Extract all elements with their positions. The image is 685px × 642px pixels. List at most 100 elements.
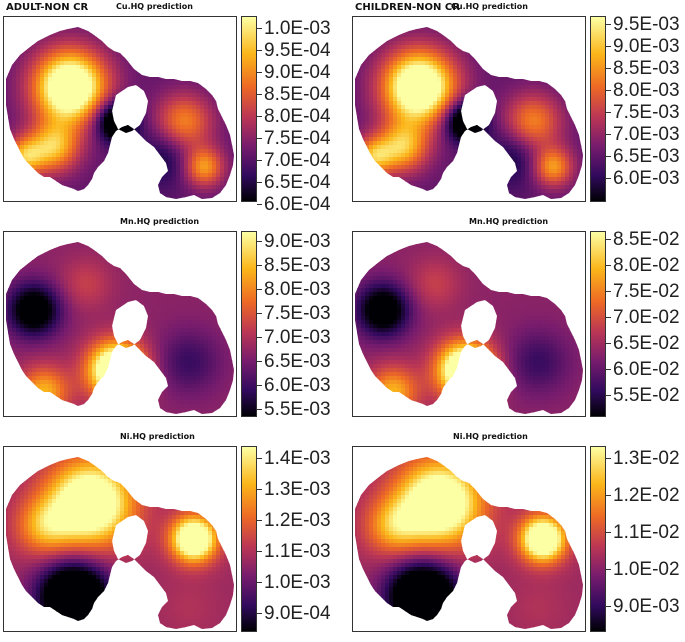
colorbar-tick-label: 6.5E-03 [264,351,331,372]
panel-cu-children: CHILDREN-NON CR Cu.HQ prediction 9.5E-03… [349,0,685,212]
group-label-children: CHILDREN-NON CR [355,2,460,13]
colorbar-tick-label: 7.5E-04 [264,128,331,149]
colorbar-tick-mark [606,369,611,370]
panel-title: Cu.HQ prediction [451,2,528,11]
colorbar-tick-mark [257,385,262,386]
colorbar-tick-label: 1.2E-02 [613,485,680,506]
colorbar-tick-mark [257,204,262,205]
colorbar-tick-mark [606,90,611,91]
colorbar-tick-mark [606,178,611,179]
colorbar-tick-label: 6.5E-03 [613,146,680,167]
colorbar-tick-label: 9.5E-03 [613,14,680,35]
colorbar-tick-label: 9.0E-04 [264,62,331,83]
panel-title: Mn.HQ prediction [120,217,200,226]
colorbar-tick-mark [257,116,262,117]
colorbar-tick-mark [257,265,262,266]
heatmap [355,27,583,199]
colorbar-tick-label: 1.2E-03 [264,510,331,531]
colorbar-tick-mark [257,361,262,362]
panel-mn-children: Mn.HQ prediction 8.5E-02 8.0E-02 7.5E-02 7.… [349,215,685,427]
colorbar [241,16,257,202]
colorbar-tick-label: 8.5E-03 [613,58,680,79]
panel-title: Ni.HQ prediction [120,432,195,441]
colorbar-tick-mark [257,313,262,314]
colorbar [590,16,606,202]
colorbar-tick-mark [257,94,262,95]
colorbar-tick-label: 9.0E-03 [264,231,331,252]
colorbar-tick-mark [606,495,611,496]
colorbar-tick-label: 7.0E-02 [613,307,680,328]
heatmap-cells [6,27,234,199]
colorbar-tick-label: 8.0E-03 [264,279,331,300]
panel-ni-children: Ni.HQ prediction 1.3E-02 1.2E-02 1.1E-02 1.… [349,430,685,642]
map-area [352,446,586,632]
panel-title: Cu.HQ prediction [116,2,193,11]
colorbar-tick-label: 1.3E-03 [264,479,331,500]
heatmap-cells [355,27,583,199]
map-area [352,231,586,417]
colorbar-tick-mark [257,289,262,290]
colorbar-tick-mark [606,317,611,318]
colorbar-tick-mark [606,24,611,25]
panel-mn-adult: Mn.HQ prediction 9.0E-03 8.5E-03 8.0E-03 7.… [0,215,340,427]
heatmap [6,27,234,199]
heatmap [6,457,234,629]
colorbar-tick-mark [606,265,611,266]
heatmap-cells [6,242,234,414]
colorbar [241,446,257,632]
colorbar-tick-label: 8.5E-02 [613,229,680,250]
colorbar-tick-mark [606,343,611,344]
map-area [3,446,237,632]
colorbar-tick-mark [257,28,262,29]
colorbar-tick-label: 6.5E-04 [264,172,331,193]
colorbar-tick-mark [606,46,611,47]
panel-title: Mn.HQ prediction [469,217,549,226]
map-area [3,16,237,202]
colorbar-tick-mark [606,395,611,396]
colorbar-tick-label: 5.5E-02 [613,385,680,406]
colorbar-tick-label: 7.5E-02 [613,281,680,302]
colorbar-tick-mark [257,72,262,73]
heatmap [355,457,583,629]
colorbar-tick-label: 7.0E-04 [264,150,331,171]
colorbar-tick-label: 1.1E-02 [613,522,680,543]
colorbar-tick-mark [257,520,262,521]
colorbar-tick-label: 7.0E-03 [264,327,331,348]
colorbar-tick-mark [606,134,611,135]
colorbar-tick-mark [606,291,611,292]
heatmap-cells [6,457,234,629]
colorbar-tick-label: 6.0E-04 [264,194,331,215]
colorbar-tick-mark [257,337,262,338]
group-label-adult: ADULT-NON CR [6,2,89,13]
colorbar [590,231,606,417]
colorbar-tick-label: 1.3E-02 [613,448,680,469]
colorbar-tick-mark [606,569,611,570]
colorbar-tick-label: 5.5E-03 [264,399,331,420]
colorbar-tick-label: 6.0E-03 [613,168,680,189]
colorbar-tick-mark [606,606,611,607]
heatmap-cells [355,242,583,414]
panel-title: Ni.HQ prediction [453,432,528,441]
colorbar-tick-mark [257,489,262,490]
colorbar-tick-label: 8.0E-04 [264,106,331,127]
colorbar-tick-mark [257,50,262,51]
map-area [3,231,237,417]
colorbar-tick-mark [257,458,262,459]
heatmap-cells [355,457,583,629]
colorbar-tick-mark [257,160,262,161]
colorbar [590,446,606,632]
colorbar-tick-mark [606,239,611,240]
colorbar-tick-mark [257,138,262,139]
colorbar [241,231,257,417]
colorbar-tick-mark [606,458,611,459]
colorbar-tick-label: 9.5E-04 [264,40,331,61]
colorbar-tick-label: 1.0E-03 [264,18,331,39]
colorbar-tick-mark [606,112,611,113]
colorbar-tick-label: 6.0E-02 [613,359,680,380]
colorbar-tick-label: 6.0E-03 [264,375,331,396]
colorbar-tick-label: 7.5E-03 [264,303,331,324]
colorbar-tick-label: 6.5E-02 [613,333,680,354]
colorbar-tick-label: 8.5E-04 [264,84,331,105]
heatmap [355,242,583,414]
colorbar-tick-label: 8.0E-03 [613,80,680,101]
